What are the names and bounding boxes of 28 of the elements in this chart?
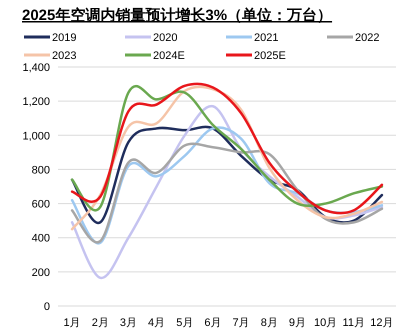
legend-label: 2024E bbox=[153, 50, 185, 62]
y-tick-label: 1,200 bbox=[22, 96, 50, 108]
legend-label: 2019 bbox=[52, 32, 76, 44]
x-tick-label: 4月 bbox=[148, 317, 166, 329]
x-tick-label: 1月 bbox=[64, 317, 81, 329]
x-tick-label: 8月 bbox=[260, 317, 278, 329]
x-tick-label: 3月 bbox=[120, 317, 137, 329]
y-tick-label: 600 bbox=[32, 198, 50, 211]
x-tick-label: 10月 bbox=[314, 317, 338, 329]
x-tick-label: 7月 bbox=[232, 317, 250, 329]
legend-label: 2020 bbox=[153, 32, 178, 44]
legend-label: 2025E bbox=[254, 50, 286, 62]
y-tick-label: 0 bbox=[44, 301, 50, 313]
y-tick-label: 1,000 bbox=[22, 130, 50, 142]
x-tick-label: 6月 bbox=[204, 317, 222, 329]
legend-label: 2021 bbox=[254, 32, 278, 44]
y-tick-label: 200 bbox=[32, 266, 50, 279]
legend-label: 2023 bbox=[52, 50, 76, 62]
y-tick-label: 400 bbox=[32, 232, 50, 245]
legend-label: 2022 bbox=[355, 32, 380, 44]
chart-title: 2025年空调内销量预计增长3%（单位：万台） bbox=[22, 6, 332, 24]
y-tick-label: 1,400 bbox=[22, 62, 50, 74]
x-tick-label: 5月 bbox=[176, 317, 194, 329]
x-tick-label: 11月 bbox=[342, 317, 365, 329]
x-tick-label: 12月 bbox=[370, 317, 394, 329]
x-tick-label: 2月 bbox=[92, 317, 109, 329]
y-tick-label: 800 bbox=[32, 164, 50, 176]
x-tick-label: 9月 bbox=[288, 317, 306, 329]
